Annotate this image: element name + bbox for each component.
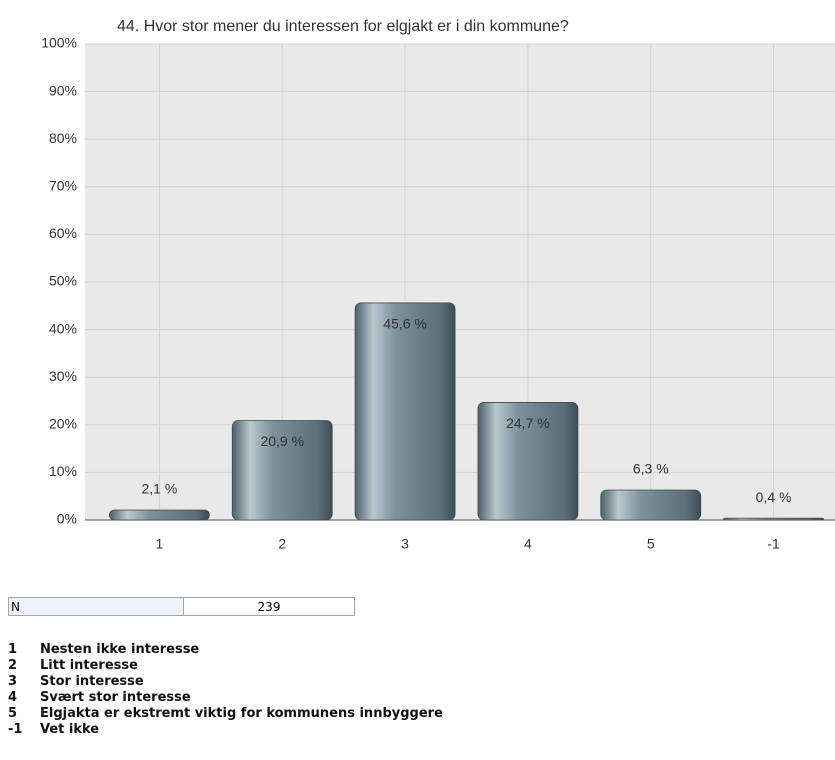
- legend-text: Svært stor interesse: [40, 690, 191, 705]
- value-label: 0,4 %: [756, 489, 792, 505]
- x-tick-label: 3: [401, 536, 409, 552]
- y-tick-label: 80%: [49, 130, 77, 146]
- y-tick-label: 40%: [49, 320, 77, 336]
- legend-text: Elgjakta er ekstremt viktig for kommunen…: [40, 706, 443, 721]
- y-tick-label: 70%: [49, 178, 77, 194]
- x-tick-label: -1: [767, 536, 780, 552]
- legend-text: Vet ikke: [40, 722, 100, 737]
- summary-value: 239: [183, 597, 355, 616]
- x-tick-label: 1: [156, 536, 164, 552]
- bar: [109, 509, 210, 521]
- value-label: 2,1 %: [142, 481, 178, 497]
- y-tick-label: 10%: [49, 463, 77, 479]
- bar: [231, 420, 333, 521]
- y-tick-label: 50%: [49, 273, 77, 289]
- legend-row: 1 Nesten ikke interesse: [8, 642, 443, 658]
- value-label: 6,3 %: [633, 461, 669, 477]
- legend-text: Nesten ikke interesse: [40, 642, 200, 657]
- legend-code: 5: [8, 706, 18, 721]
- bar: [354, 302, 456, 521]
- x-tick-label: 4: [524, 536, 532, 552]
- legend-text: Stor interesse: [40, 674, 144, 689]
- legend-row: 4 Svært stor interesse: [8, 690, 443, 706]
- bar: [723, 517, 824, 521]
- legend-code: 1: [8, 642, 18, 657]
- summary-table: N 239: [8, 597, 355, 616]
- bar: [477, 402, 579, 521]
- y-tick-label: 100%: [41, 35, 77, 51]
- value-label: 20,9 %: [260, 433, 304, 449]
- legend-row: -1 Vet ikke: [8, 722, 443, 738]
- y-tick-label: 90%: [49, 82, 77, 98]
- summary-label: N: [8, 597, 184, 616]
- legend-row: 3 Stor interesse: [8, 674, 443, 690]
- legend-text: Litt interesse: [40, 658, 138, 673]
- x-tick-label: 5: [647, 536, 655, 552]
- legend-code: 3: [8, 674, 18, 689]
- legend-row: 5 Elgjakta er ekstremt viktig for kommune…: [8, 706, 443, 722]
- y-tick-label: 60%: [49, 225, 77, 241]
- bar: [600, 489, 702, 521]
- legend-code: 4: [8, 690, 18, 705]
- legend-code: -1: [8, 722, 23, 737]
- value-label: 24,7 %: [506, 415, 550, 431]
- chart: 44. Hvor stor mener du interessen for el…: [41, 18, 835, 552]
- legend: 1 Nesten ikke interesse 2 Litt interesse 3 St…: [8, 642, 443, 738]
- y-tick-label: 0%: [57, 511, 77, 527]
- chart-title: 44. Hvor stor mener du interessen for el…: [117, 18, 569, 35]
- x-tick-label: 2: [278, 536, 286, 552]
- y-tick-label: 20%: [49, 416, 77, 432]
- value-label: 45,6 %: [383, 316, 427, 332]
- y-tick-label: 30%: [49, 368, 77, 384]
- legend-row: 2 Litt interesse: [8, 658, 443, 674]
- legend-code: 2: [8, 658, 18, 673]
